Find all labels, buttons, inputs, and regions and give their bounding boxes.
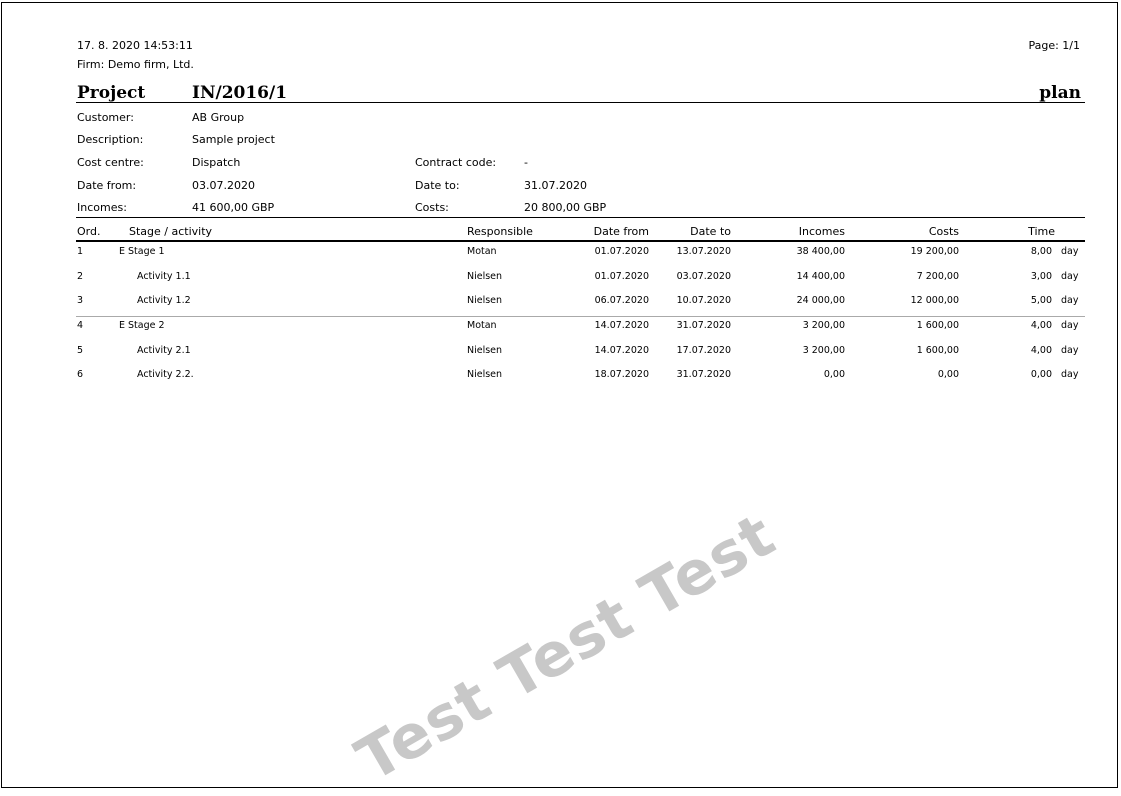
row-date-to: 31.07.2020 <box>676 320 731 331</box>
row-incomes: 14 400,00 <box>796 271 845 282</box>
row-costs: 7 200,00 <box>916 271 959 282</box>
row-date-from: 06.07.2020 <box>594 295 649 306</box>
row-responsible: Nielsen <box>467 369 503 380</box>
row-date-from: 01.07.2020 <box>594 271 649 282</box>
row-costs: 0,00 <box>937 369 959 380</box>
row-responsible: Nielsen <box>467 271 503 282</box>
row-incomes: 3 200,00 <box>802 345 845 356</box>
report-type: plan <box>1039 83 1081 103</box>
date-from-label: Date from: <box>77 179 137 192</box>
row-costs: 1 600,00 <box>916 320 959 331</box>
row-unit: day <box>1061 271 1079 282</box>
row-date-to: 10.07.2020 <box>676 295 731 306</box>
col-responsible: Responsible <box>467 225 533 238</box>
col-date-from: Date from <box>593 225 649 238</box>
row-date-from: 18.07.2020 <box>594 369 649 380</box>
incomes-label: Incomes: <box>77 201 127 214</box>
date-to-value: 31.07.2020 <box>524 179 587 192</box>
row-unit: day <box>1061 246 1079 257</box>
cost-centre-label: Cost centre: <box>77 156 144 169</box>
page-number: Page: 1/1 <box>1028 39 1080 52</box>
row-date-from: 14.07.2020 <box>594 320 649 331</box>
row-name: E Stage 2 <box>119 320 165 331</box>
customer-value: AB Group <box>192 111 245 124</box>
row-name: E Stage 1 <box>119 246 165 257</box>
row-unit: day <box>1061 369 1079 380</box>
row-ord: 4 <box>77 320 84 331</box>
row-incomes: 38 400,00 <box>796 246 845 257</box>
row-costs: 12 000,00 <box>910 295 959 306</box>
date-from-value: 03.07.2020 <box>192 179 255 192</box>
row-time: 4,00 <box>1030 345 1052 356</box>
row-ord: 2 <box>77 271 84 282</box>
stage-divider <box>76 316 1085 317</box>
row-incomes: 0,00 <box>823 369 845 380</box>
row-name: Activity 2.1 <box>137 345 191 356</box>
customer-label: Customer: <box>77 111 134 124</box>
row-name: Activity 1.2 <box>137 295 191 306</box>
row-time: 0,00 <box>1030 369 1052 380</box>
row-time: 3,00 <box>1030 271 1052 282</box>
col-stage: Stage / activity <box>129 225 213 238</box>
row-date-to: 31.07.2020 <box>676 369 731 380</box>
contract-code-value: - <box>524 156 528 169</box>
row-costs: 19 200,00 <box>910 246 959 257</box>
row-ord: 5 <box>77 345 84 356</box>
row-time: 4,00 <box>1030 320 1052 331</box>
incomes-value: 41 600,00 GBP <box>192 201 275 214</box>
col-time: Time <box>1028 225 1055 238</box>
row-ord: 1 <box>77 246 84 257</box>
row-costs: 1 600,00 <box>916 345 959 356</box>
row-unit: day <box>1061 345 1079 356</box>
row-responsible: Motan <box>467 246 497 257</box>
row-time: 5,00 <box>1030 295 1052 306</box>
col-costs: Costs <box>928 225 959 238</box>
row-ord: 6 <box>77 369 84 380</box>
cost-centre-value: Dispatch <box>192 156 241 169</box>
header-divider <box>76 240 1085 242</box>
description-label: Description: <box>77 133 144 146</box>
info-divider <box>76 217 1085 218</box>
col-incomes: Incomes <box>798 225 845 238</box>
row-name: Activity 1.1 <box>137 271 191 282</box>
col-date-to: Date to <box>690 225 731 238</box>
row-incomes: 3 200,00 <box>802 320 845 331</box>
col-ord: Ord. <box>77 225 101 238</box>
date-to-label: Date to: <box>415 179 460 192</box>
row-date-to: 17.07.2020 <box>676 345 731 356</box>
row-date-to: 03.07.2020 <box>676 271 731 282</box>
row-responsible: Nielsen <box>467 295 503 306</box>
row-name: Activity 2.2. <box>137 369 194 380</box>
title-label: Project <box>77 83 146 103</box>
costs-label: Costs: <box>415 201 449 214</box>
firm-name: Firm: Demo firm, Ltd. <box>77 58 194 71</box>
costs-value: 20 800,00 GBP <box>524 201 607 214</box>
row-time: 8,00 <box>1030 246 1052 257</box>
row-responsible: Motan <box>467 320 497 331</box>
row-unit: day <box>1061 320 1079 331</box>
contract-code-label: Contract code: <box>415 156 497 169</box>
row-date-to: 13.07.2020 <box>676 246 731 257</box>
row-ord: 3 <box>77 295 84 306</box>
description-value: Sample project <box>192 133 275 146</box>
row-date-from: 14.07.2020 <box>594 345 649 356</box>
project-number: IN/2016/1 <box>192 83 288 103</box>
row-date-from: 01.07.2020 <box>594 246 649 257</box>
row-unit: day <box>1061 295 1079 306</box>
print-datetime: 17. 8. 2020 14:53:11 <box>77 39 193 52</box>
title-divider <box>76 102 1085 103</box>
row-incomes: 24 000,00 <box>796 295 845 306</box>
row-responsible: Nielsen <box>467 345 503 356</box>
